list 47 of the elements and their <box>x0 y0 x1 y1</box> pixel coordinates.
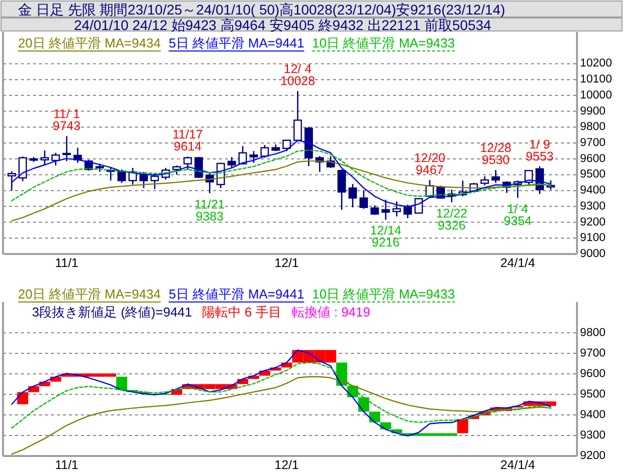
y-tick-label: 10100 <box>580 74 612 86</box>
text: 20日 終値平滑 MA=9434 <box>18 286 161 302</box>
x-tick-label: 12/1 <box>274 458 299 472</box>
text: 5日 終値平滑 MA=9441 <box>168 286 304 302</box>
y-tick-label: 9100 <box>580 232 606 244</box>
y-tick-label: 9200 <box>580 216 606 228</box>
y-tick-label: 10200 <box>580 58 612 70</box>
annotation: 11/ 1 9743 <box>52 107 81 134</box>
y-tick-label: 9500 <box>580 168 606 181</box>
x-tick-label: 24/1/4 <box>500 256 536 270</box>
annotation: 11/17 9614 <box>172 128 203 154</box>
text: 10日 終値平滑 MA=9433 <box>312 36 455 50</box>
annotation: 12/20 9467 <box>414 150 446 177</box>
y-tick-label: 9400 <box>580 184 606 197</box>
annotation: 11/21 9383 <box>194 197 225 224</box>
y-tick-label: 9300 <box>580 200 606 212</box>
y-tick-label: 9200 <box>580 450 606 462</box>
x-tick-label: 24/1/4 <box>500 458 536 472</box>
x-tick-label: 11/1 <box>54 458 78 472</box>
text: 20日 終値平滑 MA=9434 <box>18 36 161 50</box>
x-tick-label: 12/1 <box>274 256 299 270</box>
y-tick-label: 9600 <box>580 152 606 165</box>
y-tick-label: 9700 <box>580 137 606 149</box>
annotation: 転換値 : 9419 <box>291 304 370 320</box>
y-tick-label: 9000 <box>580 248 606 260</box>
y-tick-label: 9600 <box>580 368 606 380</box>
annotation: 12/14 9216 <box>370 224 402 250</box>
y-tick-label: 9800 <box>580 326 606 339</box>
x-tick-label: 11/1 <box>54 256 78 270</box>
annotation: 12/22 9326 <box>436 206 468 232</box>
y-tick-label: 10000 <box>580 89 612 102</box>
chart-subtitle: 24/01/10 24/12 始9423 高9464 安9405 終9432 出22121 前取50534 <box>74 17 492 33</box>
annotation: 陽転中 6 手目 <box>202 304 282 320</box>
annotation: 12/ 4 10028 <box>280 62 316 88</box>
y-tick-label: 9400 <box>580 408 606 421</box>
chart-title: 金 日足 先限 期間23/10/25～24/01/10( 50)高10028(23/12/04)安9216(23/12/14) <box>18 2 506 18</box>
text: 5日 終値平滑 MA=9441 <box>168 36 304 50</box>
y-tick-label: 9700 <box>580 347 606 360</box>
y-tick-label: 9300 <box>580 429 606 442</box>
y-tick-label: 9900 <box>580 105 606 118</box>
text: 10日 終値平滑 MA=9433 <box>312 286 455 302</box>
y-tick-label: 9500 <box>580 388 606 400</box>
annotation: 1/ 4 9354 <box>504 202 532 228</box>
y-tick-label: 9800 <box>580 121 606 134</box>
annotation: 12/28 9530 <box>480 140 512 167</box>
annotation: 1/ 9 9553 <box>526 137 554 164</box>
chart-title: 3段抜き新値足 (終値)=9441 <box>32 304 192 320</box>
